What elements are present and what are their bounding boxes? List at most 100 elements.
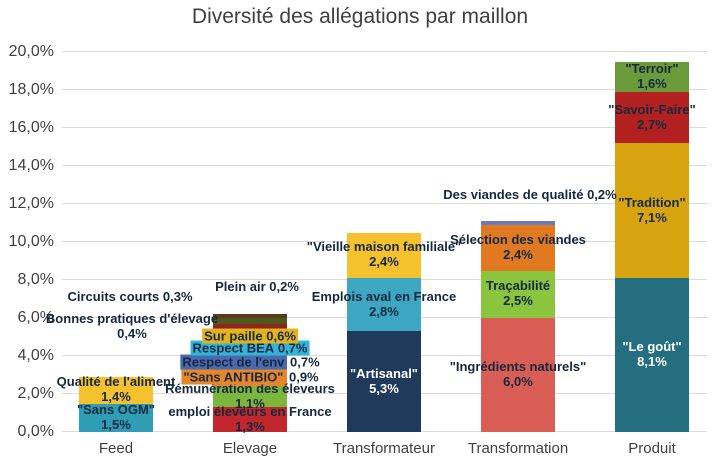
bar-segment: Traçabilité 2,5%: [481, 270, 555, 318]
bar-elevage: emploi éleveurs en France 1,3% Rémunératio…: [165, 314, 335, 434]
segment-name: "Savoir-Faire": [608, 101, 696, 117]
segment-label: Qualité de l'aliment 1,4%: [56, 374, 176, 405]
segment-label: "Terroir" 1,6%: [625, 60, 679, 92]
segment-name: Qualité de l'aliment: [56, 374, 176, 390]
segment-value: 2,4%: [369, 254, 399, 270]
y-axis-tick-label: 20,0%: [8, 43, 54, 60]
y-axis-tick-label: 0,0%: [17, 423, 54, 440]
segment-value: 2,8%: [369, 303, 399, 319]
segment-value: 0,2%: [269, 279, 299, 295]
segment-label: "Ingrédients naturels" 6,0%: [449, 359, 587, 390]
y-axis-tick-label: 14,0%: [8, 157, 54, 174]
segment-value: 6,0%: [503, 374, 533, 389]
segment-value: 0,6%: [266, 328, 296, 344]
bar-segment: emploi éleveurs en France 1,3%: [168, 404, 331, 434]
segment-label: "Vieille maison familiale" 2,4%: [306, 239, 462, 270]
bar-segment: Sur paille 0,6%: [202, 328, 298, 344]
bar-segment: "Tradition" 7,1%: [615, 143, 689, 279]
segment-value: 2,5%: [503, 293, 533, 309]
y-axis-tick-label: 16,0%: [8, 119, 54, 136]
segment-name: Bonnes pratiques d'élevage: [45, 311, 219, 327]
segment-name: Traçabilité: [485, 278, 551, 294]
segment-label: "Sans ANTIBIO" 0,9%: [181, 369, 319, 385]
bar-segment: "Terroir" 1,6%: [615, 60, 689, 92]
bar-segment: "Savoir-Faire" 2,7%: [608, 91, 696, 144]
segment-name: "Vieille maison familiale": [306, 239, 462, 255]
segment-label: Respect de l'env 0,7%: [180, 354, 320, 370]
segment-value: 0,7%: [290, 354, 320, 370]
segment-label: emploi éleveurs en France 1,3%: [168, 403, 332, 435]
bar-segment: [213, 314, 287, 319]
segment-name: Plein air: [215, 279, 266, 295]
segment-value: 0,9%: [288, 369, 319, 385]
floating-segment-label: Circuits courts 0,3%: [67, 289, 193, 305]
segment-name: "Sans ANTIBIO": [181, 369, 286, 385]
bar-segment: Sélection des viandes 2,4%: [450, 224, 586, 271]
bar-segment: "Sans OGM" 1,5%: [76, 401, 156, 433]
bar-segment: [481, 221, 555, 225]
bar-segment: Respect BEA 0,7%: [190, 340, 310, 357]
segment-value: 1,6%: [637, 75, 667, 91]
segment-name: emploi éleveurs en France: [168, 403, 332, 419]
y-axis-tick-label: 2,0%: [17, 385, 54, 402]
segment-name: "Ingrédients naturels": [449, 359, 587, 375]
x-axis-category-label: Transformateur: [333, 440, 435, 457]
y-axis-tick-label: 12,0%: [8, 195, 54, 212]
x-axis-category-label: Feed: [98, 440, 134, 457]
y-axis-tick-label: 8,0%: [17, 271, 54, 288]
segment-value: 7,1%: [637, 209, 667, 225]
floating-segment-label: Des viandes de qualité 0,2%: [443, 187, 616, 203]
segment-name: "Artisanal": [350, 365, 418, 381]
bar-transformateur: "Artisanal" 5,3% Emplois aval en France 2,8…: [307, 232, 461, 432]
segment-name: Sur paille: [204, 328, 263, 344]
bar-transformation: "Ingrédients naturels" 6,0% Traçabilité 2,5…: [450, 221, 586, 432]
segment-value: 1,3%: [235, 418, 265, 434]
bar-feed: "Sans OGM" 1,5% Qualité de l'aliment 1,4%: [57, 374, 176, 433]
segment-label: "Le goût" 8,1%: [622, 339, 682, 370]
bar-segment: Rémunération des éleveurs 1,1%: [165, 381, 335, 411]
segment-name: Respect de l'env: [180, 354, 287, 370]
segment-name: Respect BEA: [192, 340, 275, 356]
segment-label: Traçabilité 2,5%: [485, 278, 551, 309]
bar-segment: [213, 323, 287, 332]
segment-value: 2,7%: [637, 116, 667, 132]
segment-label: "Sans OGM" 1,5%: [76, 401, 156, 433]
segment-value: 1,1%: [235, 395, 265, 411]
bar-segment: "Sans ANTIBIO" 0,9%: [181, 369, 319, 387]
segment-value: 0,4%: [117, 326, 147, 342]
segment-name: "Terroir": [625, 60, 679, 76]
segment-name: Emplois aval en France: [311, 288, 457, 304]
segment-name: Circuits courts: [67, 289, 160, 305]
segment-value: 8,1%: [637, 354, 667, 370]
chart-title: Diversité des allégations par maillon: [191, 5, 529, 28]
y-axis-tick-label: 10,0%: [8, 233, 54, 250]
floating-segment-label: Bonnes pratiques d'élevage 0,4%: [45, 311, 219, 342]
x-axis-category-label: Elevage: [222, 440, 278, 457]
segment-name: "Sans OGM": [76, 401, 156, 417]
segment-label: "Tradition" 7,1%: [618, 194, 686, 226]
segment-label: "Artisanal" 5,3%: [350, 365, 418, 397]
segment-label: Rémunération des éleveurs 1,1%: [165, 381, 335, 412]
gridline: [62, 51, 707, 52]
segment-name: Sélection des viandes: [450, 231, 586, 247]
segment-label: "Savoir-Faire" 2,7%: [608, 101, 696, 133]
bar-segment: [213, 318, 287, 324]
bar-produit: "Le goût" 8,1% "Tradition" 7,1% "Savoir-Fair…: [608, 60, 696, 432]
bar-segment: Qualité de l'aliment 1,4%: [57, 374, 176, 404]
segment-name: "Le goût": [622, 339, 682, 355]
segment-value: 1,4%: [101, 389, 131, 405]
segment-label: Sur paille 0,6%: [202, 328, 298, 345]
segment-value: 1,5%: [101, 416, 131, 432]
segment-label: Emplois aval en France 2,8%: [311, 288, 457, 320]
gridline: [62, 89, 707, 90]
segment-value: 2,4%: [503, 246, 533, 262]
floating-segment-label: Plein air 0,2%: [215, 279, 299, 295]
x-axis-category-label: Transformation: [467, 440, 569, 457]
segment-value: 0,3%: [162, 289, 193, 305]
bar-segment: "Vieille maison familiale" 2,4%: [307, 232, 461, 279]
bar-segment: "Le goût" 8,1%: [615, 278, 689, 432]
segment-name: "Tradition": [618, 194, 686, 210]
bar-segment: "Artisanal" 5,3%: [347, 331, 421, 432]
x-axis-category-label: Produit: [628, 440, 676, 457]
